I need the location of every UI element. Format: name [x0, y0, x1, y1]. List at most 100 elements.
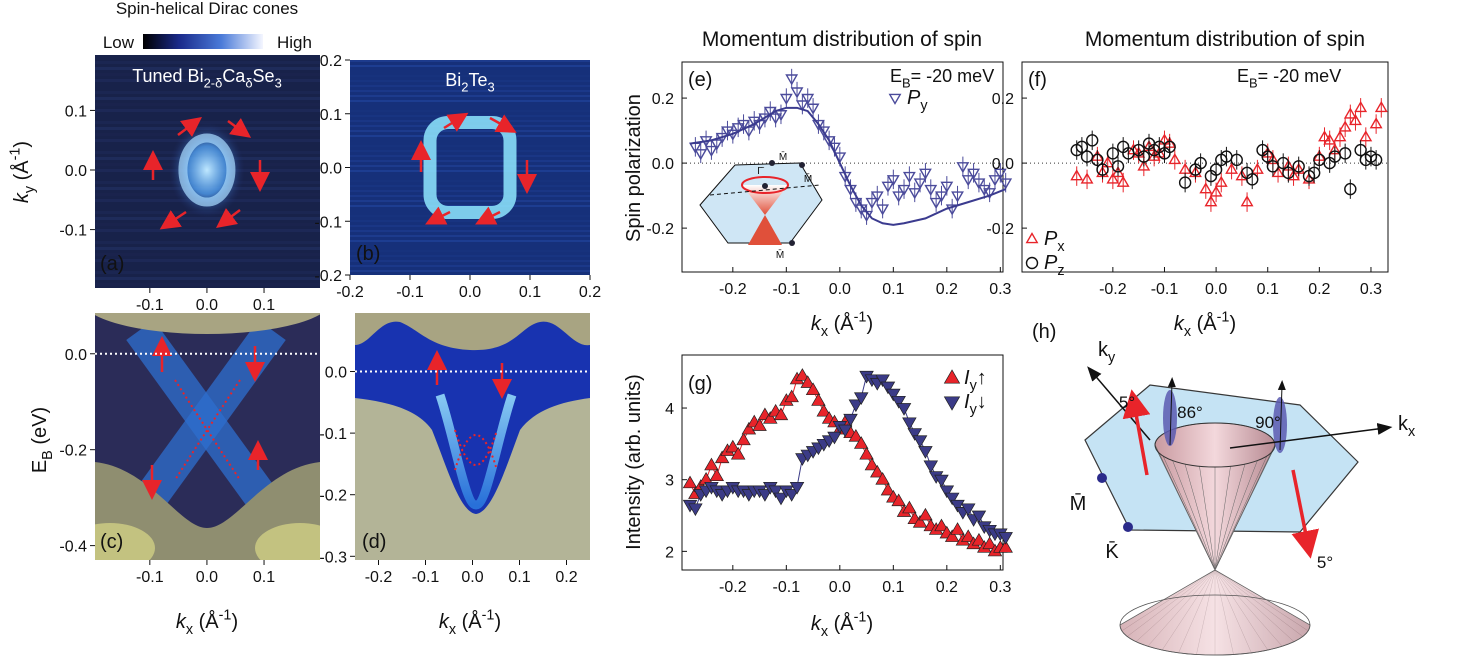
map-stripe — [350, 195, 590, 197]
data-point — [773, 407, 789, 421]
y-tick-label: 0.0 — [65, 163, 87, 180]
header-title: Spin-helical Dirac cones — [116, 0, 298, 18]
data-point — [736, 432, 751, 446]
data-point — [875, 374, 890, 388]
data-point — [1116, 175, 1130, 187]
data-point — [1240, 195, 1254, 207]
x-axis-label-part: -1 — [854, 310, 867, 326]
data-point — [811, 393, 826, 406]
map-stripe — [350, 255, 590, 257]
data-point — [876, 204, 890, 216]
x-tick-label: 0.0 — [829, 281, 851, 298]
cone-mesh — [1172, 460, 1216, 571]
panel-label: (g) — [688, 373, 712, 395]
data-point — [950, 499, 965, 513]
cone-mesh — [1214, 463, 1246, 571]
data-point — [822, 136, 836, 148]
map-stripe — [350, 110, 590, 112]
cone-mesh — [1184, 463, 1216, 571]
map-ring — [178, 133, 236, 207]
data-point — [923, 460, 939, 474]
map-stripe — [350, 130, 590, 132]
x-tick-label: 0.1 — [253, 297, 275, 314]
map-stripe — [350, 250, 590, 252]
y-axis-label: Spin polarization — [623, 94, 645, 242]
x-tick-label: -0.1 — [412, 569, 440, 586]
inset-label: M̄ — [779, 150, 787, 163]
map-stripe — [95, 79, 320, 82]
map — [350, 60, 590, 275]
map-stripe — [95, 271, 320, 274]
map-stripe — [350, 240, 590, 242]
legend-label-part: y — [970, 402, 978, 418]
cone-mesh — [1154, 444, 1216, 571]
y-tick-label: -0.2 — [646, 221, 674, 238]
panel-label: (h) — [1032, 321, 1056, 343]
data-point — [795, 368, 810, 381]
x-axis-label-part: k — [811, 313, 822, 335]
data-point — [817, 126, 831, 138]
data-point — [848, 399, 864, 413]
data-point — [1374, 100, 1388, 113]
map-stripe — [95, 97, 320, 100]
map-stripe — [350, 225, 590, 227]
dirac-guide — [454, 429, 498, 471]
y-tick-label: -0.1 — [59, 223, 87, 240]
data-point — [790, 87, 804, 99]
data-point — [1333, 130, 1347, 142]
map-stripe — [95, 241, 320, 244]
x-tick-label: -0.1 — [396, 284, 424, 301]
data-point — [918, 507, 933, 521]
annotation-part: δ — [245, 75, 252, 90]
map-stripe — [350, 75, 590, 77]
inset-ring — [741, 176, 789, 194]
axis-label-part: y — [1108, 350, 1116, 366]
x-axis-label-part: k — [439, 611, 450, 633]
map-band — [126, 320, 286, 522]
annotation-part: E — [890, 66, 902, 86]
inset-cone — [748, 215, 782, 245]
x-axis-label-part: (Å — [828, 312, 854, 335]
data-point — [881, 181, 895, 193]
data-point — [757, 489, 773, 502]
x-tick-label: -0.2 — [719, 579, 747, 596]
data-point — [1086, 134, 1099, 147]
data-point — [875, 471, 890, 485]
map-stripe — [350, 235, 590, 237]
lower-rim — [1119, 594, 1311, 656]
legend-label-part: ↓ — [977, 391, 987, 413]
y-tick-label: 0.1 — [320, 107, 342, 124]
data-point — [1204, 195, 1218, 207]
x-axis-label: kx (Å-1) — [811, 310, 873, 340]
data-point — [998, 540, 1013, 553]
x-tick-label: -0.2 — [1099, 281, 1127, 298]
data-point — [837, 424, 853, 438]
x-tick-label: 0.0 — [196, 297, 218, 314]
map-stripe — [95, 91, 320, 94]
x-axis-label-part: ) — [1229, 313, 1236, 335]
data-point — [907, 428, 922, 441]
spin-arrow — [425, 206, 451, 225]
x-tick-label: 0.1 — [882, 579, 904, 596]
map-stripe — [95, 109, 320, 112]
map-stripe — [350, 135, 590, 137]
legend-marker — [888, 93, 902, 105]
data-point — [1230, 153, 1243, 167]
data-point — [1214, 175, 1228, 187]
data-point — [737, 119, 750, 131]
axis-arrow — [1229, 423, 1393, 449]
spin-arrow — [443, 112, 469, 132]
data-point — [891, 493, 906, 507]
data-point — [880, 482, 896, 496]
annotation: Bi2Te3 — [445, 70, 494, 94]
data-point — [934, 518, 949, 532]
data-point — [939, 485, 955, 499]
y-axis-label: EB (eV) — [29, 407, 56, 473]
data-point — [929, 197, 943, 210]
map-stripe — [350, 270, 590, 272]
data-point — [951, 191, 964, 203]
legend-label-part: ↑ — [977, 367, 987, 389]
annotation-part: Bi — [445, 70, 461, 90]
